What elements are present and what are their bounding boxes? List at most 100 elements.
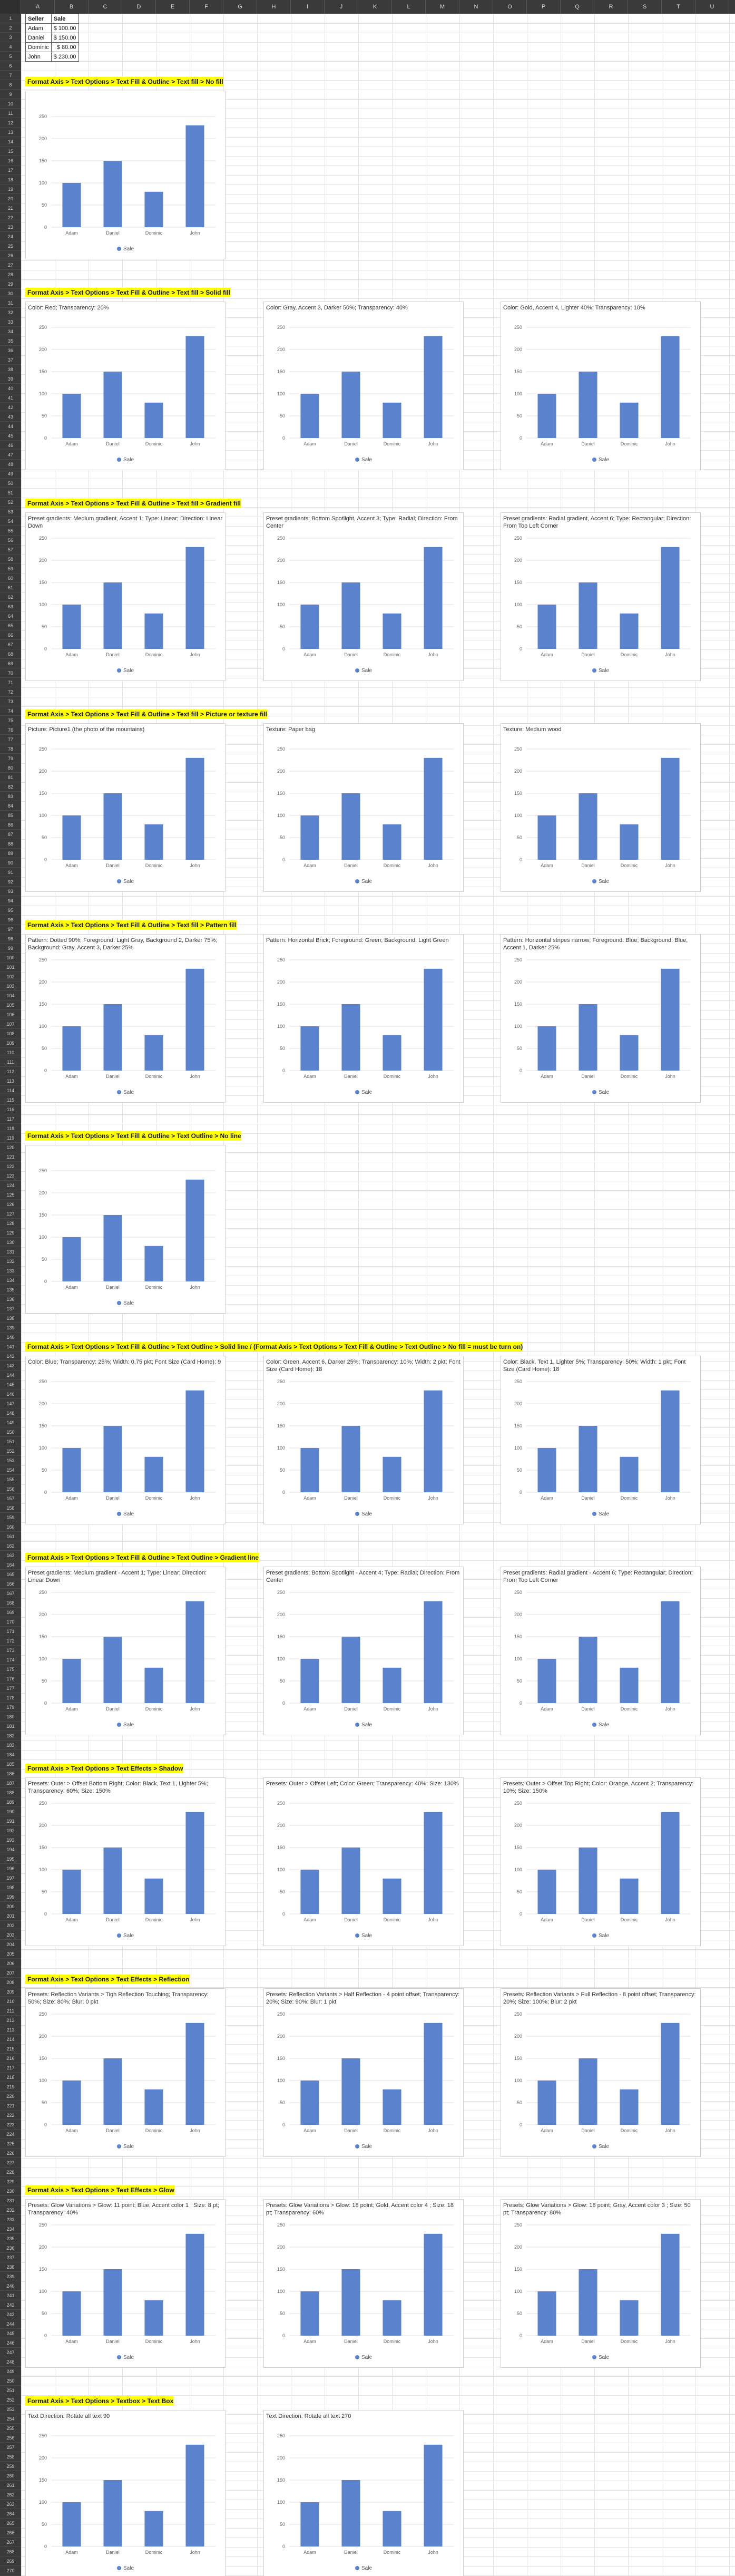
row-number[interactable]: 80 — [0, 763, 21, 773]
bar-dominic[interactable] — [383, 402, 401, 438]
row-number[interactable]: 125 — [0, 1190, 21, 1200]
row-number[interactable]: 113 — [0, 1076, 21, 1086]
row-number[interactable]: 65 — [0, 621, 21, 630]
bar-dominic[interactable] — [144, 1878, 163, 1914]
bar-chart[interactable]: Text Direction: Rotate all text 90 0 50 100… — [25, 2410, 226, 2576]
row-number[interactable]: 188 — [0, 1788, 21, 1797]
bar-dominic[interactable] — [144, 2511, 163, 2546]
bar-john[interactable] — [424, 2444, 443, 2546]
row-number[interactable]: 173 — [0, 1646, 21, 1655]
bar-daniel[interactable] — [341, 1426, 360, 1492]
row-number[interactable]: 57 — [0, 545, 21, 555]
bar-dominic[interactable] — [144, 613, 163, 649]
bar-chart[interactable]: Picture: Picture1 (the photo of the moun… — [25, 723, 226, 892]
row-number[interactable]: 143 — [0, 1361, 21, 1370]
bar-adam[interactable] — [300, 605, 319, 649]
chart-legend[interactable]: Sale — [26, 668, 225, 674]
row-number[interactable]: 134 — [0, 1276, 21, 1285]
row-number[interactable]: 133 — [0, 1266, 21, 1276]
bar-chart[interactable]: Texture: Medium wood 0 50 100 150 200 250 Adam D… — [501, 723, 701, 892]
row-number[interactable]: 146 — [0, 1389, 21, 1399]
section-banner[interactable]: Format Axis > Text Options > Text Fill &… — [25, 709, 267, 719]
row-number[interactable]: 183 — [0, 1741, 21, 1750]
column-header-g[interactable]: G — [223, 0, 257, 14]
row-number[interactable]: 103 — [0, 981, 21, 991]
row-number[interactable]: 17 — [0, 166, 21, 175]
row-number[interactable]: 270 — [0, 2566, 21, 2575]
row-number[interactable]: 123 — [0, 1171, 21, 1181]
select-all-corner[interactable] — [0, 0, 21, 14]
column-header-i[interactable]: I — [291, 0, 325, 14]
row-number[interactable]: 214 — [0, 2035, 21, 2044]
row-number[interactable]: 25 — [0, 241, 21, 251]
row-number[interactable]: 142 — [0, 1352, 21, 1361]
row-number[interactable]: 117 — [0, 1114, 21, 1124]
row-number[interactable]: 82 — [0, 782, 21, 792]
row-number[interactable]: 140 — [0, 1333, 21, 1342]
row-number[interactable]: 112 — [0, 1067, 21, 1076]
row-number[interactable]: 135 — [0, 1285, 21, 1295]
row-number[interactable]: 245 — [0, 2329, 21, 2338]
row-number[interactable]: 115 — [0, 1095, 21, 1105]
row-number[interactable]: 207 — [0, 1968, 21, 1978]
row-number[interactable]: 198 — [0, 1883, 21, 1892]
bar-chart[interactable]: Texture: Paper bag 0 50 100 150 200 250 Adam Dan… — [263, 723, 464, 892]
bar-dominic[interactable] — [620, 1878, 639, 1914]
bar-chart[interactable]: Color: Gray, Accent 3, Darker 50%; Trans… — [263, 302, 464, 470]
row-number[interactable]: 190 — [0, 1807, 21, 1816]
bar-adam[interactable] — [300, 1448, 319, 1492]
bar-dominic[interactable] — [383, 824, 401, 860]
bar-adam[interactable] — [537, 605, 556, 649]
bar-chart[interactable]: 0 50 100 150 200 250 Adam Daniel Dominic John Sale — [25, 91, 226, 259]
row-number[interactable]: 232 — [0, 2205, 21, 2215]
bar-chart[interactable]: Color: Red; Transparency: 20% 0 50 100 150 20… — [25, 302, 226, 470]
row-number[interactable]: 156 — [0, 1484, 21, 1494]
row-number[interactable]: 11 — [0, 109, 21, 118]
row-number[interactable]: 233 — [0, 2215, 21, 2224]
bar-chart[interactable]: Preset gradients: Bottom Spotlight, Acce… — [263, 512, 464, 681]
row-number[interactable]: 71 — [0, 678, 21, 687]
row-number[interactable]: 2 — [0, 23, 21, 33]
chart-legend[interactable]: Sale — [264, 2144, 463, 2150]
row-number[interactable]: 97 — [0, 925, 21, 934]
row-number[interactable]: 59 — [0, 564, 21, 573]
row-number[interactable]: 168 — [0, 1598, 21, 1608]
bar-dominic[interactable] — [620, 1035, 639, 1071]
chart-legend[interactable]: Sale — [26, 1300, 225, 1306]
row-number[interactable]: 269 — [0, 2556, 21, 2566]
row-number[interactable]: 48 — [0, 460, 21, 469]
chart-legend[interactable]: Sale — [26, 457, 225, 463]
row-number[interactable]: 150 — [0, 1427, 21, 1437]
bar-daniel[interactable] — [103, 582, 122, 649]
bar-adam[interactable] — [300, 2081, 319, 2125]
bar-chart[interactable]: Color: Gold, Accent 4, Lighter 40%; Tran… — [501, 302, 701, 470]
row-number[interactable]: 211 — [0, 2006, 21, 2016]
bar-dominic[interactable] — [144, 1667, 163, 1703]
row-number[interactable]: 238 — [0, 2262, 21, 2272]
row-number[interactable]: 52 — [0, 498, 21, 507]
row-number[interactable]: 136 — [0, 1295, 21, 1304]
row-number[interactable]: 14 — [0, 137, 21, 147]
row-number[interactable]: 162 — [0, 1541, 21, 1551]
row-number[interactable]: 7 — [0, 71, 21, 80]
sale-cell[interactable]: $ 80.00 — [51, 42, 79, 52]
row-number[interactable]: 122 — [0, 1162, 21, 1171]
row-number[interactable]: 261 — [0, 2481, 21, 2490]
row-number[interactable]: 96 — [0, 915, 21, 925]
row-number[interactable]: 87 — [0, 830, 21, 839]
row-number[interactable]: 166 — [0, 1579, 21, 1589]
row-number[interactable]: 43 — [0, 412, 21, 422]
row-number[interactable]: 132 — [0, 1257, 21, 1266]
row-number[interactable]: 127 — [0, 1209, 21, 1219]
row-number[interactable]: 46 — [0, 441, 21, 450]
bar-chart[interactable]: Presets: Glow Variations > Glow: 18 poin… — [263, 2199, 464, 2368]
row-number[interactable]: 159 — [0, 1513, 21, 1522]
row-number[interactable]: 221 — [0, 2101, 21, 2111]
row-number[interactable]: 111 — [0, 1057, 21, 1067]
bar-chart[interactable]: Color: Blue; Transparency: 25%; Width: 0… — [25, 1356, 226, 1524]
bar-daniel[interactable] — [341, 2480, 360, 2546]
row-number[interactable]: 77 — [0, 735, 21, 744]
row-number[interactable]: 107 — [0, 1019, 21, 1029]
bar-dominic[interactable] — [383, 2300, 401, 2336]
bar-dominic[interactable] — [383, 1667, 401, 1703]
